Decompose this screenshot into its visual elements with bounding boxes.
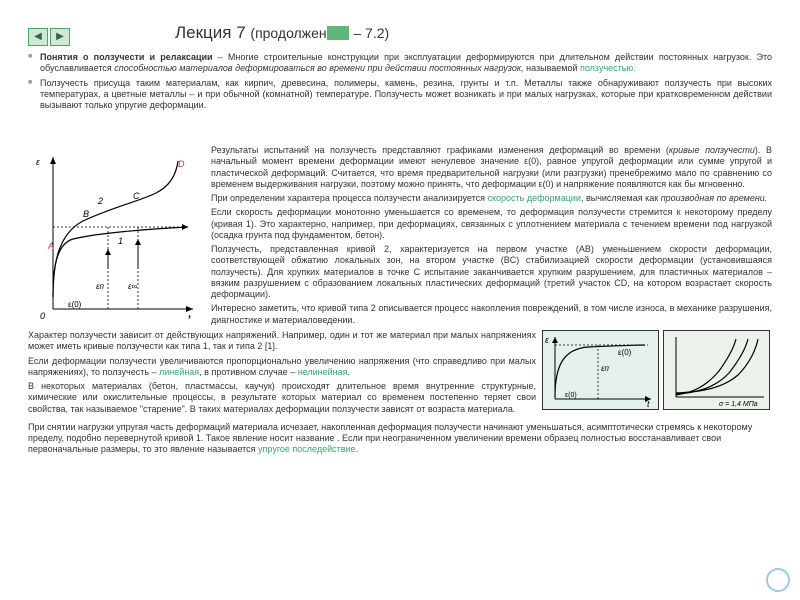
lbl2: 2 <box>97 196 103 206</box>
curve-f2 <box>555 345 645 397</box>
para-2: Ползучесть присуща таким материалам, как… <box>40 78 772 112</box>
p1-green: ползучестью. <box>580 63 636 73</box>
nav-controls: ◀ ▶ <box>28 28 70 46</box>
figure-1: ε t 0 A B C D 1 2 ε(0) εп ε∞ <box>28 149 203 324</box>
lblD: D <box>178 159 185 169</box>
lower-figures: ε t ε(0) εп ε(0) σ = 1,4 МПа <box>542 330 772 418</box>
figure-3: σ = 1,4 МПа <box>663 330 770 410</box>
q3: В некоторых материалах (бетон, пластмасс… <box>28 381 536 415</box>
intro-block: ■ Понятия о ползучести и релаксации – Мн… <box>28 52 772 114</box>
bullet-marker: ■ <box>28 53 40 75</box>
svg-text:ε(0): ε(0) <box>565 392 577 399</box>
axis-t: t <box>188 313 191 319</box>
eps0: ε(0) <box>68 300 82 309</box>
page-circle-icon <box>766 568 790 592</box>
bullet-marker: ■ <box>28 79 40 112</box>
svg-text:ε: ε <box>545 335 550 345</box>
lblA: A <box>47 241 54 251</box>
p1-italic: способностью материалов деформироваться … <box>114 63 523 73</box>
right-col: Результаты испытаний на ползучесть предс… <box>211 145 772 329</box>
figure-2: ε t ε(0) εп ε(0) <box>542 330 659 410</box>
title-sub1: (продолжен <box>250 25 326 41</box>
nav-prev-button[interactable]: ◀ <box>28 28 48 46</box>
origin: 0 <box>40 311 45 319</box>
axis-eps: ε <box>36 157 41 167</box>
epsinf: ε∞ <box>128 282 138 291</box>
p1-lead: Понятия о ползучести и релаксации <box>40 52 213 62</box>
q2: Если деформации ползучести увеличиваются… <box>28 356 536 379</box>
svg-text:εп: εп <box>601 364 610 373</box>
title-main: Лекция 7 <box>175 23 246 42</box>
svg-text:ε(0): ε(0) <box>618 348 632 357</box>
title-highlight <box>327 26 349 40</box>
p1-body3: называемой <box>524 63 580 73</box>
lblC: C <box>133 191 140 201</box>
q4: При снятии нагрузки упругая часть деформ… <box>28 422 772 456</box>
title-sub2: – 7.2) <box>353 25 389 41</box>
lbl1: 1 <box>118 236 123 246</box>
page-title: Лекция 7 (продолжен – 7.2) <box>175 22 389 43</box>
svg-text:σ = 1,4 МПа: σ = 1,4 МПа <box>719 401 758 408</box>
para-1: Понятия о ползучести и релаксации – Мног… <box>40 52 772 75</box>
epsn: εп <box>96 282 105 291</box>
q1: Характер ползучести зависит от действующ… <box>28 330 536 353</box>
figure-text-row: ε t 0 A B C D 1 2 ε(0) εп ε∞ <box>28 145 772 329</box>
svg-text:t: t <box>647 399 650 409</box>
lower-block: Характер ползучести зависит от действующ… <box>28 330 772 459</box>
lblB: B <box>83 209 89 219</box>
nav-next-button[interactable]: ▶ <box>50 28 70 46</box>
